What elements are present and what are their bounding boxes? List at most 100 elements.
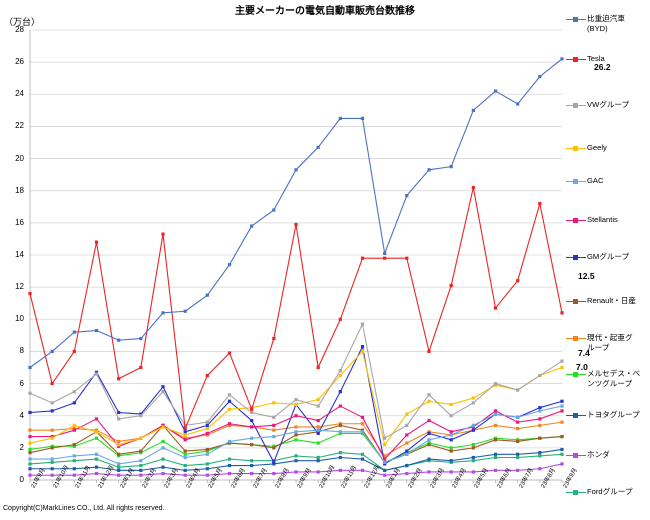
legend-marker-icon: [566, 15, 586, 24]
series-point: [117, 417, 121, 421]
legend-marker-icon: [566, 216, 586, 225]
series-point: [516, 468, 520, 472]
series-point: [493, 381, 498, 386]
series-point: [227, 457, 232, 461]
series-point: [205, 452, 209, 456]
series-point: [360, 428, 365, 432]
series-point: [72, 459, 76, 463]
series-point: [117, 443, 121, 447]
page-title: 主要メーカーの電気自動車販売台数推移: [235, 6, 415, 17]
y-axis-tick-label: 22: [15, 121, 24, 131]
series-point: [516, 455, 520, 460]
y-axis-tick-label: 6: [19, 378, 24, 388]
series-point: [28, 291, 32, 296]
series-point: [161, 446, 165, 450]
series-point: [28, 467, 32, 471]
series-point: [94, 240, 99, 244]
series-point: [449, 433, 453, 437]
chart-legend: 比重迫汽車 (BYD) Tesla VWグループ Geely GAC Stellantis…: [566, 0, 650, 520]
series-point: [94, 436, 99, 440]
legend-marker-icon: [566, 253, 586, 262]
series-point: [272, 423, 276, 427]
series-point: [538, 451, 542, 455]
legend-item-8[interactable]: 現代・起亜グ ループ: [566, 333, 633, 352]
series-point: [117, 377, 121, 381]
series-point: [28, 410, 32, 415]
series-point: [471, 396, 475, 400]
series-point: [560, 365, 564, 370]
legend-item-10[interactable]: トヨタグループ: [566, 410, 640, 420]
series-point: [516, 452, 520, 456]
byd-value-label: 26.2: [594, 62, 611, 72]
series-point: [183, 463, 187, 468]
series-point: [516, 279, 520, 283]
series-point: [94, 417, 99, 421]
series-point: [28, 457, 32, 461]
series-point: [427, 457, 431, 461]
series-point: [294, 425, 298, 429]
series-point: [94, 457, 99, 461]
series-point: [139, 414, 143, 418]
series-point: [360, 430, 365, 434]
legend-item-5[interactable]: Stellantis: [566, 215, 618, 225]
legend-item-9[interactable]: メルセデス・ベ ンツグループ: [566, 369, 640, 388]
series-point: [227, 439, 232, 444]
series-point: [28, 391, 32, 395]
series-point: [161, 465, 165, 469]
series-point: [72, 467, 76, 471]
series-point: [94, 471, 99, 476]
series-point: [560, 399, 564, 403]
legend-item-7[interactable]: Renault・日産: [566, 296, 636, 306]
series-point: [316, 459, 320, 463]
series-point: [227, 422, 232, 426]
series-point: [94, 372, 99, 376]
series-point: [28, 447, 32, 452]
series-point: [227, 393, 232, 397]
series-point: [405, 451, 409, 455]
legend-item-label: GMグループ: [587, 252, 630, 261]
series-point: [28, 462, 32, 466]
series-point: [183, 473, 187, 477]
series-point: [205, 447, 209, 452]
series-point: [294, 459, 298, 463]
series-point: [538, 454, 542, 458]
series-point: [449, 460, 453, 464]
legend-item-2[interactable]: VWグループ: [566, 100, 629, 110]
series-point: [28, 441, 32, 445]
series-point: [250, 224, 254, 228]
series-point: [250, 410, 254, 415]
series-point: [405, 256, 409, 260]
series-point: [427, 431, 431, 435]
series-point: [227, 263, 232, 267]
series-point: [227, 441, 232, 445]
legend-item-6[interactable]: GMグループ: [566, 252, 629, 262]
series-point: [383, 460, 387, 464]
series-point: [516, 426, 520, 431]
series-point: [360, 422, 365, 426]
series-point: [139, 459, 143, 463]
series-point: [360, 345, 365, 349]
legend-item-11[interactable]: ホンダ: [566, 450, 610, 460]
series-point: [117, 468, 121, 472]
y-axis-tick-label: 24: [15, 89, 24, 99]
series-point: [161, 232, 165, 236]
series-point: [449, 438, 453, 442]
legend-item-0[interactable]: 比重迫汽車 (BYD): [566, 14, 625, 33]
legend-item-3[interactable]: Geely: [566, 143, 607, 153]
legend-item-12[interactable]: Fordグループ: [566, 487, 633, 497]
series-point: [516, 102, 520, 106]
legend-item-4[interactable]: GAC: [566, 176, 603, 186]
geely-value-label: 7.0: [576, 362, 588, 372]
series-point: [493, 89, 498, 93]
series-point: [117, 439, 121, 444]
series-point: [50, 467, 54, 471]
series-point: [250, 418, 254, 423]
legend-item-label: メルセデス・ベ ンツグループ: [587, 369, 641, 388]
series-point: [493, 412, 498, 416]
series-point: [383, 473, 387, 477]
legend-item-1[interactable]: Tesla: [566, 54, 605, 64]
series-point: [316, 404, 320, 408]
legend-marker-icon: [566, 451, 586, 460]
